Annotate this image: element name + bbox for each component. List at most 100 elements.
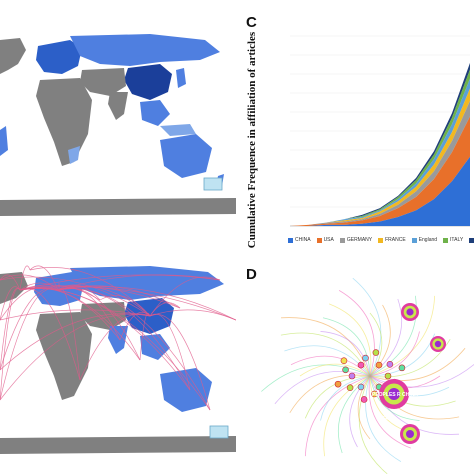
map-b-link-arc-34 xyxy=(19,282,61,291)
net-d-small-node-11 xyxy=(340,357,348,365)
map-b-link-arc-10 xyxy=(79,313,151,381)
net-d-link-8 xyxy=(365,375,402,462)
net-d-label-usa: USA xyxy=(378,416,389,422)
chart-c-svg xyxy=(290,35,470,227)
map-a-australia xyxy=(160,134,212,178)
map-b-link-arc-11 xyxy=(149,314,211,411)
net-d-small-node-4 xyxy=(371,390,378,398)
map-b-svg xyxy=(0,265,236,454)
map-a-africa xyxy=(36,78,92,166)
map-a-americas-edge xyxy=(0,38,26,74)
net-d-link-13 xyxy=(323,375,371,457)
net-d-link-20 xyxy=(299,363,371,377)
map-a-central-asia xyxy=(80,68,126,96)
legend-swatch xyxy=(411,237,417,243)
map-b-australia xyxy=(160,368,212,412)
net-d-link-28 xyxy=(338,290,375,377)
map-b-link-arc-41 xyxy=(19,288,211,411)
net-d-link-23 xyxy=(280,332,371,377)
net-d-small-node-10 xyxy=(342,366,349,374)
net-d-small-node-16 xyxy=(386,361,394,368)
net-d-link-10 xyxy=(357,375,371,440)
panel-a-world-map xyxy=(0,30,236,222)
legend-label: USA xyxy=(323,237,334,243)
map-a-japan xyxy=(176,68,186,88)
legend-item-china: CHINA xyxy=(288,237,311,243)
map-a-antarctica xyxy=(0,198,236,216)
map-a-southeast-asia xyxy=(140,100,170,126)
net-d-link-38 xyxy=(369,347,466,382)
map-b-link-arc-7 xyxy=(119,311,151,341)
map-b-link-arc-29 xyxy=(57,286,236,321)
panel-c-legend: CHINA USA GERMANY FRANCE England ITALY AU xyxy=(288,234,474,246)
net-d-link-25 xyxy=(320,331,371,377)
legend-label: England xyxy=(418,237,438,243)
net-d-node-a-inner xyxy=(406,308,414,316)
net-d-link-4 xyxy=(369,375,460,435)
map-b-antarctica xyxy=(0,436,236,454)
map-b-link-arc-33 xyxy=(0,288,21,401)
net-d-small-node-5 xyxy=(360,396,368,403)
net-d-link-18 xyxy=(274,370,371,405)
net-d-link-21 xyxy=(290,355,371,377)
net-d-link-32 xyxy=(369,298,402,377)
net-d-link-16 xyxy=(304,375,371,419)
legend-swatch xyxy=(443,237,449,243)
net-d-small-node-6 xyxy=(357,383,365,391)
net-d-link-15 xyxy=(320,375,371,421)
net-d-link-5 xyxy=(369,375,420,421)
net-d-link-30 xyxy=(369,312,383,377)
map-b-link-arc-27 xyxy=(57,284,101,301)
map-a-logo-icon xyxy=(203,177,223,191)
map-b-link-arc-1 xyxy=(0,309,151,321)
legend-label: CHINA xyxy=(295,237,311,243)
legend-item-france: FRANCE xyxy=(378,237,406,243)
legend-swatch xyxy=(469,237,474,243)
net-d-link-27 xyxy=(328,303,372,377)
map-b-central-asia xyxy=(80,302,126,330)
net-d-small-node-14 xyxy=(372,349,380,356)
net-d-svg: PEOPLES R CHINA USA xyxy=(261,277,474,474)
net-d-node-b-inner xyxy=(434,340,442,348)
net-d-small-node-15 xyxy=(375,361,383,369)
net-d-small-node-13 xyxy=(362,354,369,362)
chart-c-area-china xyxy=(290,156,470,226)
legend-swatch xyxy=(378,237,384,243)
chart-c-area-usa xyxy=(290,116,470,226)
map-a-china xyxy=(124,64,172,100)
map-b-link-arc-44 xyxy=(19,286,236,321)
map-a-svg xyxy=(0,34,236,216)
map-b-link-arc-0 xyxy=(0,276,151,317)
map-b-link-arc-30 xyxy=(0,274,21,291)
map-b-link-arc-13 xyxy=(139,313,151,361)
map-b-link-arc-39 xyxy=(19,265,31,291)
panel-d-network: PEOPLES R CHINA USA xyxy=(250,266,474,474)
legend-item-usa: USA xyxy=(316,237,334,243)
net-d-link-12 xyxy=(338,375,371,454)
legend-label: FRANCE xyxy=(385,237,406,243)
map-b-link-arc-12 xyxy=(99,295,151,317)
map-a-indonesia xyxy=(160,124,196,136)
legend-item-italy: ITALY xyxy=(443,237,463,243)
net-d-link-34 xyxy=(369,295,436,377)
net-d-link-26 xyxy=(322,317,371,377)
map-a-europe xyxy=(36,40,82,74)
net-d-small-node-8 xyxy=(334,380,342,388)
legend-swatch xyxy=(316,237,322,243)
net-d-label-china: PEOPLES R CHINA xyxy=(372,392,418,398)
legend-label: ITALY xyxy=(450,237,464,243)
map-b-link-arc-28 xyxy=(57,287,141,361)
net-d-link-11 xyxy=(349,375,371,448)
net-d-link-39 xyxy=(369,363,474,388)
panel-letter-d: D xyxy=(246,266,257,283)
net-d-small-node-12 xyxy=(357,361,365,369)
net-d-link-14 xyxy=(304,375,371,457)
map-a-south-africa xyxy=(68,146,80,164)
map-b-link-arc-19 xyxy=(57,282,61,291)
legend-item-au: AU xyxy=(469,237,474,243)
panel-b-collaboration-map xyxy=(0,260,236,456)
net-d-node-china-inner xyxy=(388,388,400,400)
net-d-link-17 xyxy=(289,374,371,413)
net-d-small-node-9 xyxy=(348,372,356,380)
legend-label: GERMANY xyxy=(346,237,373,243)
